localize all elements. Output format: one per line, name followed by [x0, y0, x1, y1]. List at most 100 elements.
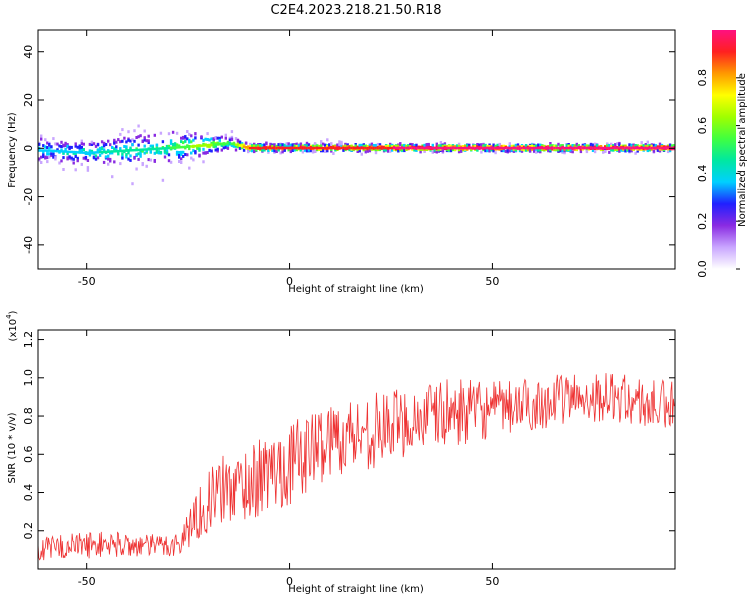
- heatmap-cell: [405, 148, 408, 151]
- heatmap-cell: [439, 141, 443, 144]
- snr-panel: -50 0 50 0.2 0.4 0.6 0.8 1.0 1.2 Height of strai…: [5, 310, 676, 595]
- heatmap-cell: [123, 145, 126, 148]
- heatmap-cell: [612, 148, 615, 152]
- heatmap-cell: [48, 149, 51, 152]
- heatmap-cell: [364, 148, 367, 152]
- heatmap-cell: [673, 144, 675, 148]
- heatmap-cell: [119, 132, 122, 136]
- heatmap-cell: [535, 144, 538, 148]
- heatmap-cell: [198, 147, 201, 151]
- heatmap-cell: [218, 142, 221, 146]
- heatmap-cell: [344, 146, 347, 150]
- heatmap-cell: [259, 146, 262, 150]
- heatmap-cell: [109, 143, 112, 147]
- heatmap-cell: [145, 164, 148, 168]
- heatmap-cell: [220, 142, 223, 146]
- heatmap-cell: [579, 150, 583, 154]
- heatmap-cell: [668, 149, 672, 153]
- heatmap-cell: [299, 146, 303, 150]
- heatmap-cell: [311, 146, 315, 150]
- heatmap-cell: [484, 146, 487, 150]
- heatmap-cell: [399, 146, 402, 150]
- heatmap-cell: [591, 146, 595, 150]
- heatmap-cell: [212, 140, 215, 144]
- heatmap-cell: [121, 152, 124, 156]
- heatmap-cell: [589, 146, 593, 150]
- snr-multiplier-close: ): [8, 310, 19, 314]
- heatmap-cell: [431, 143, 434, 147]
- heatmap-cell: [571, 144, 574, 147]
- heatmap-cell: [366, 149, 369, 153]
- heatmap-cell: [46, 149, 49, 152]
- heatmap-cell: [543, 144, 546, 148]
- heatmap-cell: [338, 140, 341, 144]
- heatmap-cell: [640, 146, 643, 150]
- heatmap-cell: [457, 144, 461, 148]
- heatmap-cell: [107, 150, 110, 153]
- heatmap-cell: [115, 145, 118, 149]
- heatmap-cell: [368, 144, 372, 148]
- heatmap-cell: [330, 149, 333, 153]
- heatmap-cell: [462, 145, 465, 148]
- heatmap-cell: [591, 149, 595, 152]
- heatmap-cell: [506, 146, 509, 150]
- heatmap-cell: [599, 146, 603, 150]
- heatmap-cell: [305, 149, 309, 153]
- heatmap-cell: [117, 152, 120, 156]
- heatmap-cell: [342, 148, 345, 152]
- heatmap-cell: [180, 150, 183, 154]
- heatmap-cell: [149, 144, 152, 148]
- heatmap-cell: [102, 160, 106, 164]
- y-tick-label: -40: [22, 236, 35, 254]
- y-tick-label: -20: [22, 188, 35, 206]
- heatmap-cell: [486, 146, 489, 150]
- heatmap-cell: [403, 146, 406, 150]
- heatmap-cell: [561, 144, 564, 148]
- heatmap-cell: [287, 146, 290, 150]
- heatmap-cell: [297, 146, 301, 150]
- x-tick-label: 0: [286, 275, 293, 288]
- heatmap-cell: [522, 147, 526, 151]
- heatmap-cell: [216, 149, 219, 153]
- heatmap-cell: [557, 148, 560, 152]
- heatmap-cell: [153, 147, 156, 151]
- heatmap-cell: [153, 151, 156, 155]
- heatmap-cell: [165, 147, 169, 150]
- heatmap-cell: [421, 147, 424, 151]
- heatmap-cell: [595, 144, 599, 148]
- heatmap-cell: [393, 146, 396, 150]
- heatmap-cell: [585, 148, 589, 152]
- heatmap-cell: [153, 159, 156, 162]
- heatmap-cell: [451, 146, 455, 150]
- heatmap-cell: [374, 148, 378, 152]
- heatmap-cell: [228, 138, 232, 142]
- heatmap-cell: [129, 139, 132, 143]
- heatmap-cell: [273, 146, 276, 150]
- heatmap-cell: [62, 150, 65, 153]
- heatmap-cell: [102, 148, 106, 152]
- heatmap-cell: [569, 148, 572, 152]
- heatmap-cell: [212, 137, 215, 141]
- heatmap-cell: [407, 144, 410, 148]
- heatmap-cell: [541, 148, 544, 152]
- heatmap-cell: [658, 142, 662, 146]
- heatmap-cell: [135, 167, 138, 171]
- heatmap-cell: [295, 146, 298, 150]
- heatmap-cell: [104, 143, 108, 146]
- heatmap-cell: [249, 142, 252, 146]
- heatmap-cell: [64, 144, 67, 147]
- heatmap-cell: [135, 148, 138, 152]
- heatmap-cell: [413, 144, 416, 148]
- heatmap-cell: [204, 151, 207, 155]
- heatmap-cell: [340, 143, 343, 147]
- heatmap-cell: [547, 149, 550, 153]
- heatmap-cell: [190, 151, 193, 155]
- heatmap-cell: [171, 130, 175, 134]
- heatmap-cell: [147, 141, 150, 144]
- heatmap-cell: [147, 148, 150, 151]
- heatmap-cell: [395, 144, 398, 148]
- heatmap-cell: [277, 148, 280, 152]
- heatmap-cell: [563, 146, 566, 150]
- heatmap-cell: [44, 145, 47, 149]
- heatmap-cell: [421, 146, 424, 150]
